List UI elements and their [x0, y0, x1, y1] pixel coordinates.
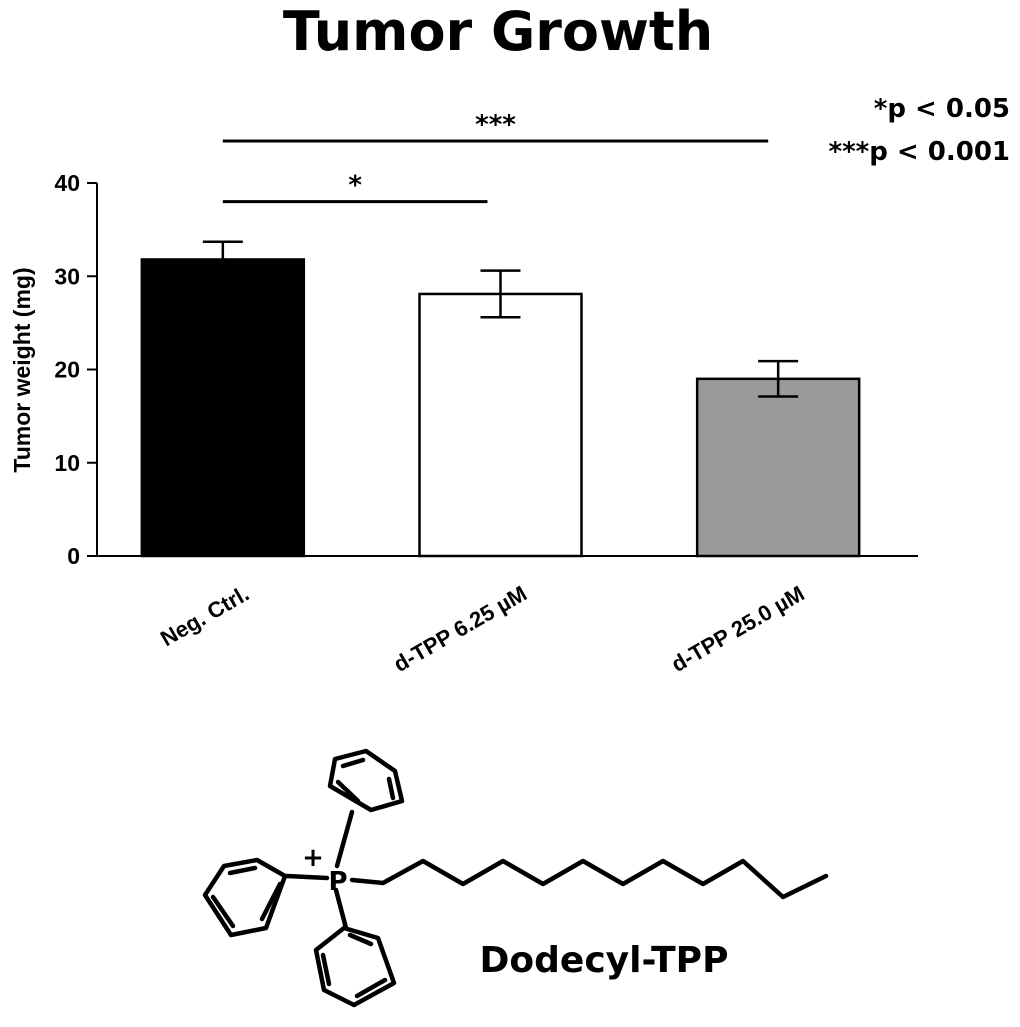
- significance-legend: *p < 0.05 ***p < 0.001: [828, 94, 1010, 167]
- significance-stars: *: [348, 171, 362, 201]
- category-labels: Neg. Ctrl. d-TPP 6.25 µM d-TPP 25.0 µM: [156, 581, 809, 677]
- molecule-name: Dodecyl-TPP: [480, 940, 729, 981]
- y-tick-label: 0: [67, 543, 80, 569]
- bar: [418, 292, 583, 558]
- significance-brackets: ****: [222, 110, 769, 204]
- y-tick-label: 10: [54, 450, 80, 476]
- chart-title: Tumor Growth: [283, 0, 713, 63]
- y-axis-label: Tumor weight (mg): [9, 267, 35, 472]
- y-tick-label: 40: [54, 170, 80, 196]
- phenyl-ring-left: [202, 857, 288, 938]
- dodecyl-chain: [349, 858, 829, 900]
- error-bars: [202, 240, 799, 398]
- bar: [695, 377, 861, 558]
- significance-legend-entry: *p < 0.05: [874, 94, 1010, 124]
- category-label: d-TPP 6.25 µM: [389, 581, 531, 677]
- p-phenyl-bond: [284, 873, 330, 881]
- bar: [140, 258, 306, 558]
- y-tick-label: 20: [54, 357, 80, 383]
- y-tick-label: 30: [54, 263, 80, 289]
- p-phenyl-bond: [334, 809, 355, 869]
- significance-legend-entry: ***p < 0.001: [828, 137, 1010, 167]
- y-ticks: 0 10 20 30 40: [54, 170, 97, 569]
- dodecyl-tpp-structure: P + Dodecyl-TPP: [202, 748, 829, 1008]
- phenyl-ring-top: [327, 748, 405, 813]
- phosphorus-atom-label: P: [328, 867, 347, 897]
- category-label: Neg. Ctrl.: [156, 581, 253, 652]
- phenyl-ring-bottom: [313, 925, 397, 1008]
- category-label: d-TPP 25.0 µM: [667, 581, 809, 677]
- bars: [140, 258, 861, 558]
- bar-chart: Tumor weight (mg) 0 10 20 30 40 Neg. Ctrl. d-…: [9, 110, 918, 677]
- positive-charge-label: +: [302, 843, 324, 873]
- significance-stars: ***: [475, 110, 516, 140]
- p-phenyl-bond: [333, 887, 349, 931]
